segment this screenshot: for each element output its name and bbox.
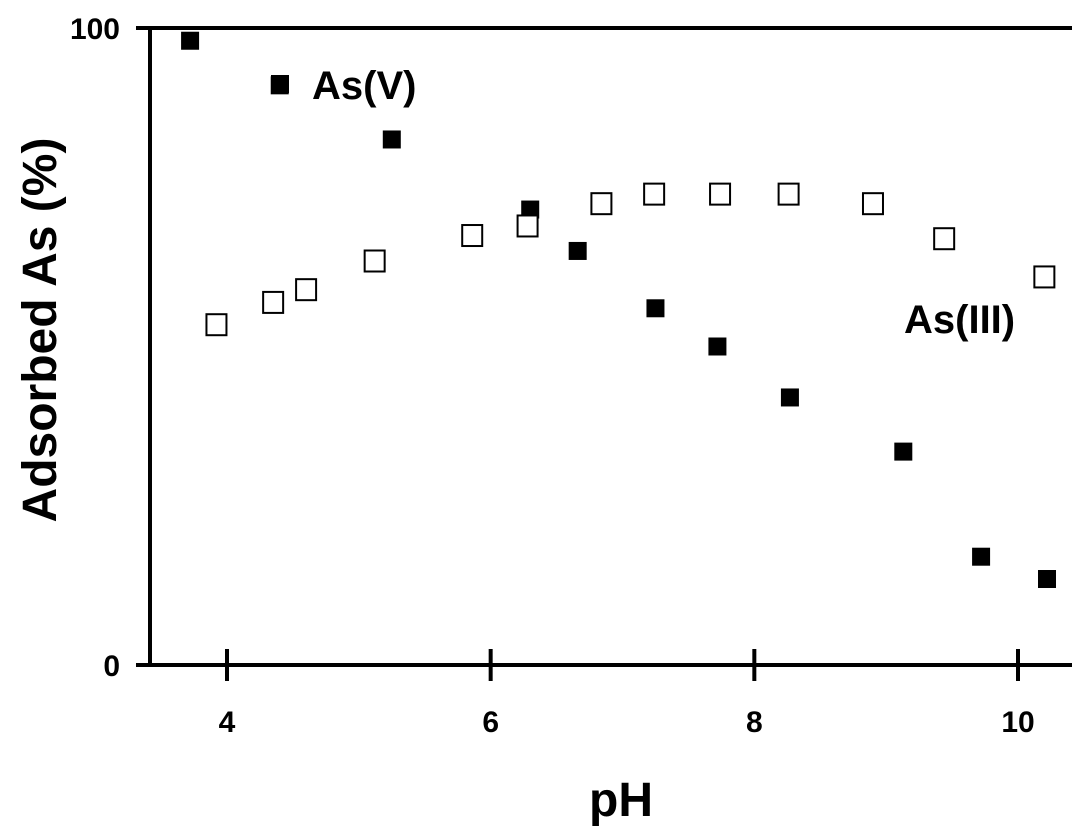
- series-as-iii: [205, 182, 1056, 337]
- y-axis-ticks: 0 100: [70, 13, 150, 683]
- data-point-filled-square: [972, 547, 991, 566]
- legend-marker-as-v: [271, 75, 289, 93]
- series-label-as-v: As(V): [312, 64, 416, 108]
- y-tick-label: 0: [103, 650, 120, 683]
- data-point-filled-square: [568, 241, 587, 260]
- data-point-open-square: [933, 227, 956, 251]
- series-label-as-iii: As(III): [904, 298, 1015, 342]
- data-point-open-square: [262, 290, 285, 314]
- x-tick-label: 10: [1001, 706, 1034, 739]
- data-point-open-square: [1033, 265, 1056, 289]
- y-axis-title: Adsorbed As (%): [14, 138, 67, 523]
- data-point-filled-square: [181, 31, 200, 50]
- data-point-filled-square: [894, 442, 913, 461]
- data-point-open-square: [363, 249, 386, 273]
- data-point-open-square: [516, 214, 539, 238]
- data-point-filled-square: [646, 299, 665, 318]
- data-point-open-square: [205, 313, 228, 337]
- x-tick-label: 8: [746, 706, 763, 739]
- data-points: [181, 31, 1057, 589]
- data-point-open-square: [590, 192, 613, 216]
- data-point-filled-square: [780, 388, 799, 407]
- data-point-filled-square: [708, 337, 727, 356]
- axes: [148, 26, 1072, 667]
- data-point-open-square: [709, 182, 732, 206]
- x-axis-ticks: 4 6 8 10: [219, 649, 1035, 739]
- data-point-filled-square: [521, 200, 540, 219]
- x-tick-label: 6: [482, 706, 499, 739]
- x-tick-label: 4: [219, 706, 236, 739]
- x-axis-title: pH: [589, 774, 653, 827]
- data-point-open-square: [861, 192, 884, 216]
- data-point-filled-square: [1038, 570, 1057, 589]
- data-point-filled-square: [382, 130, 401, 149]
- y-tick-label: 100: [70, 13, 120, 46]
- data-point-open-square: [461, 224, 484, 248]
- data-point-open-square: [643, 182, 666, 206]
- data-point-open-square: [777, 182, 800, 206]
- data-point-open-square: [295, 278, 318, 302]
